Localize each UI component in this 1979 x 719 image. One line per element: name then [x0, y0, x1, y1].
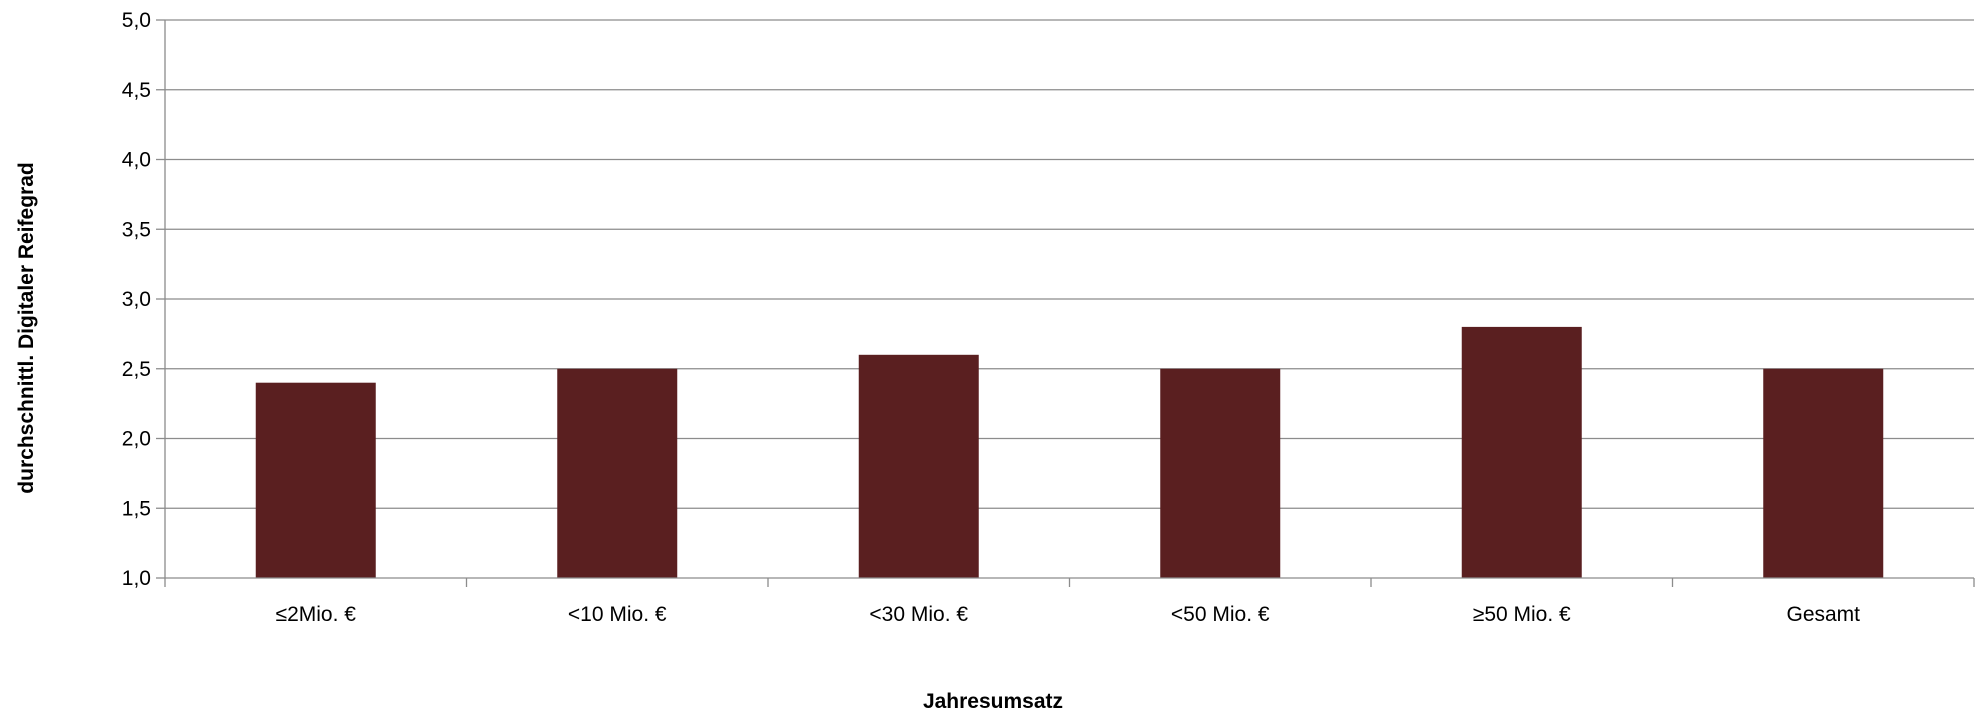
y-axis-title: durchschnittl. Digitaler Reifegrad — [15, 162, 38, 493]
x-tick-label: <10 Mio. € — [568, 603, 667, 626]
y-tick-label: 5,0 — [122, 9, 151, 32]
x-tick-label: <30 Mio. € — [869, 603, 968, 626]
y-tick-label: 1,0 — [122, 567, 151, 590]
x-tick-label: <50 Mio. € — [1171, 603, 1270, 626]
axes — [156, 19, 1975, 587]
bar — [255, 382, 376, 578]
x-tick-label: ≤2Mio. € — [276, 603, 357, 626]
bar — [1763, 368, 1884, 578]
bar — [858, 354, 979, 578]
y-tick-label: 1,5 — [122, 497, 151, 520]
x-tick-label: ≥50 Mio. € — [1473, 603, 1571, 626]
bar — [1461, 326, 1582, 578]
x-tick-labels: ≤2Mio. € <10 Mio. € <30 Mio. € <50 Mio. € ≥5… — [276, 603, 1861, 626]
y-tick-label: 2,0 — [122, 428, 151, 451]
y-tick-label: 3,0 — [122, 288, 151, 311]
y-tick-label: 2,5 — [122, 358, 151, 381]
y-tick-label: 3,5 — [122, 218, 151, 241]
y-tick-label: 4,5 — [122, 79, 151, 102]
gridlines — [165, 19, 1974, 509]
x-axis-title: Jahresumsatz — [923, 690, 1063, 713]
y-tick-label: 4,0 — [122, 149, 151, 172]
bars — [255, 326, 1884, 578]
bar — [1160, 368, 1281, 578]
x-tick-label: Gesamt — [1786, 603, 1860, 626]
bar — [557, 368, 678, 578]
y-tick-labels: 1,0 1,5 2,0 2,5 3,0 3,5 4,0 4,5 5,0 — [122, 9, 151, 590]
